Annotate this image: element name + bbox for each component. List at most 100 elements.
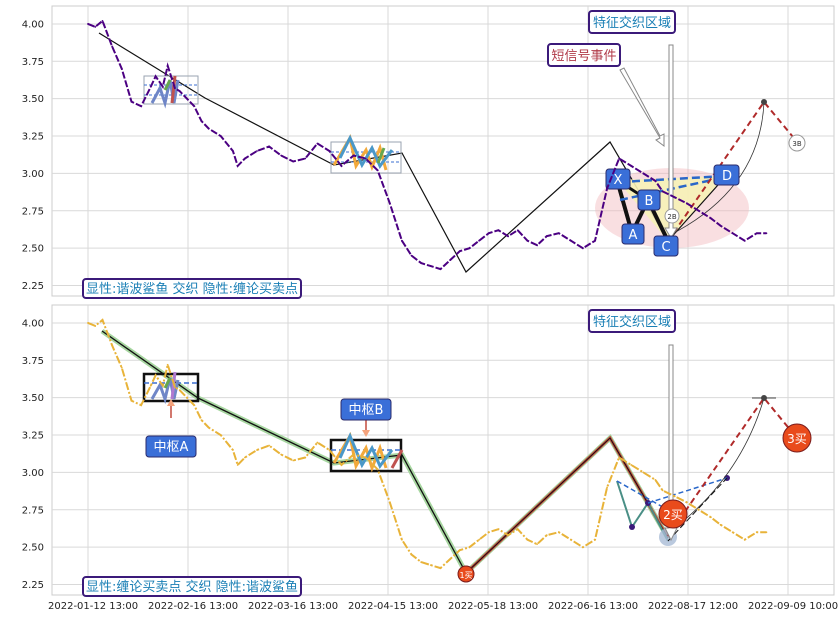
svg-text:B: B [645, 194, 654, 209]
price-point [478, 239, 481, 242]
svg-text:特征交织区域: 特征交织区域 [593, 314, 671, 330]
harmonic-leg-red [170, 75, 177, 104]
y-tick-label: 4.00 [22, 318, 44, 329]
x-tick-label: 2022-05-18 13:00 [448, 601, 538, 612]
price-point [120, 366, 123, 369]
series-layer [87, 19, 768, 570]
price-point [87, 23, 89, 25]
pivot-b-red [390, 449, 404, 469]
signal-event-arrow [619, 67, 665, 147]
price-point [130, 100, 133, 103]
price-point [268, 444, 270, 447]
shark-dash-2 [647, 477, 728, 504]
price-point [642, 172, 645, 175]
price-point [697, 508, 700, 511]
price-point [207, 426, 210, 429]
signal-event-callout: 短信号事件 [547, 43, 621, 67]
interleave-arrow-bottom [664, 344, 678, 542]
price-point [178, 90, 181, 93]
price-point [304, 456, 307, 459]
price-point [661, 489, 664, 492]
price-point [673, 196, 676, 199]
price-point [468, 546, 471, 549]
price-point [94, 26, 97, 28]
price-point [207, 127, 210, 130]
price-point [765, 232, 768, 235]
price-point [236, 464, 239, 466]
price-point [569, 538, 572, 541]
price-point [236, 165, 239, 167]
price-point [178, 389, 181, 392]
price-point [352, 453, 355, 456]
x-tick-label: 2022-03-16 13:00 [248, 601, 338, 612]
price-point [340, 464, 343, 466]
price-point [149, 384, 152, 387]
price-point [219, 135, 222, 137]
projection-line-top [667, 100, 799, 242]
price-point [316, 142, 319, 145]
price-point [193, 404, 196, 407]
price-point [292, 459, 295, 462]
price-point [111, 45, 114, 48]
svg-text:3B: 3B [792, 140, 801, 148]
price-point [219, 434, 222, 436]
price-point [200, 120, 203, 123]
badge-3b: 3B [788, 134, 806, 152]
point-label-c: C [653, 235, 679, 257]
pivot-b-pattern-2 [338, 432, 394, 469]
pivot-a-label: 中枢A [145, 435, 197, 458]
shark-pattern-bottom [616, 480, 669, 542]
pivot-a-arrowhead [167, 399, 175, 406]
price-point [161, 384, 164, 387]
svg-text:中枢A: 中枢A [154, 440, 189, 455]
point-label-d: D [713, 164, 740, 186]
svg-text:X: X [614, 173, 623, 188]
price-series-line [87, 318, 767, 570]
y-tick-label: 2.25 [22, 580, 44, 591]
pivot-a-green [163, 377, 172, 389]
price-point [94, 325, 97, 327]
x-tick-label: 2022-02-16 13:00 [148, 601, 238, 612]
price-point [174, 87, 176, 90]
svg-text:中枢B: 中枢B [349, 403, 384, 418]
price-point [582, 546, 584, 549]
pivot-b-label: 中枢B [340, 398, 392, 421]
x-tick-label: 2022-04-15 13:00 [348, 601, 438, 612]
price-point [755, 232, 758, 235]
price-point [439, 268, 442, 270]
price-point [154, 374, 157, 377]
price-point [557, 232, 560, 235]
bottom-legend-box: 显性:缠论买卖点 交织 隐性:谐波鲨鱼 [82, 576, 302, 597]
bottom-annotations: 中枢A 中枢B 1买 2买 3买 特征交织区域 显性:缠论买卖点 交织 隐性:谐… [82, 309, 812, 597]
y-tick-label: 2.75 [22, 206, 44, 217]
price-point [654, 179, 657, 182]
price-point [376, 468, 379, 471]
price-point [458, 549, 461, 552]
price-point [685, 202, 688, 205]
price-point [478, 538, 481, 541]
interleave-zone-callout-bottom: 特征交织区域 [588, 309, 676, 333]
price-point [654, 478, 657, 481]
pivot-box-2 [330, 141, 402, 174]
x-tick-label: 2022-06-16 13:00 [548, 601, 638, 612]
price-point [364, 157, 367, 160]
harmonic-pattern-1 [150, 79, 180, 109]
x-tick-label: 2022-08-17 12:00 [648, 601, 738, 612]
price-point [388, 202, 391, 205]
price-point [120, 67, 123, 70]
price-point [697, 209, 700, 212]
price-point [429, 265, 432, 268]
price-point [352, 154, 355, 157]
price-point [140, 404, 143, 407]
price-point [536, 244, 538, 247]
price-point [364, 456, 367, 459]
price-point [594, 239, 596, 242]
buy-point-2: 2买 [658, 499, 688, 529]
x-tick-label: 2022-09-09 10:00 [748, 601, 838, 612]
svg-text:A: A [629, 228, 638, 243]
top-annotations: X A B C D 2B 3B 特征交织区域 [82, 10, 806, 299]
y-tick-label: 3.75 [22, 57, 44, 68]
price-point [328, 449, 331, 451]
price-point [709, 217, 712, 220]
